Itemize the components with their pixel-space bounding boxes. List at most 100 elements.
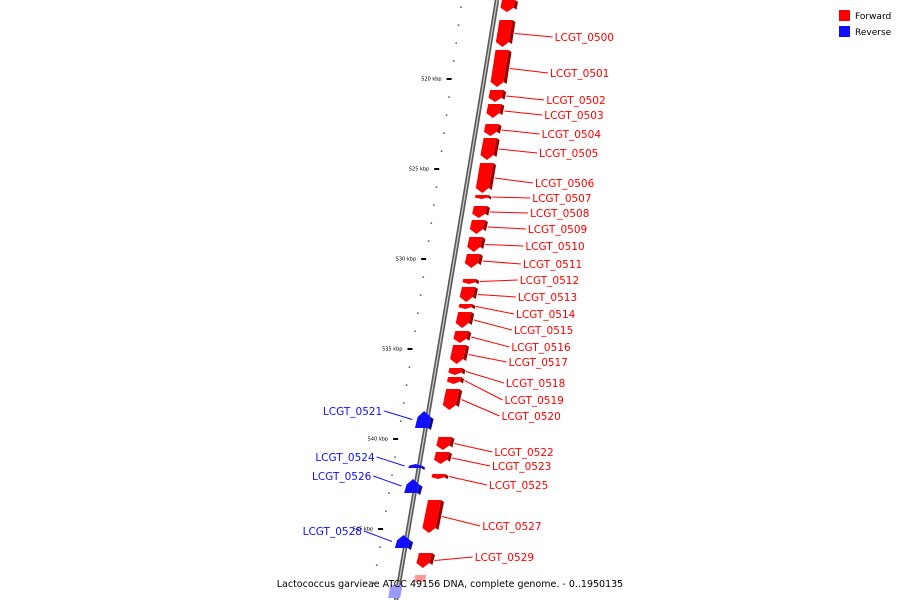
gene-arrow-body bbox=[442, 389, 460, 410]
tick-mark-major bbox=[393, 438, 399, 440]
gene-arrow-partial bbox=[413, 575, 427, 582]
gene-arrow-side bbox=[508, 20, 516, 44]
gene-arrow bbox=[472, 206, 490, 218]
tick-mark-minor bbox=[453, 60, 455, 62]
gene-arrow-body bbox=[458, 304, 473, 309]
gene-arrow-side bbox=[482, 220, 488, 232]
gene-arrow-body bbox=[483, 124, 499, 136]
tick-mark-minor bbox=[460, 6, 462, 8]
gene-arrow bbox=[462, 279, 480, 285]
gene-arrow-body bbox=[436, 437, 452, 450]
gene-label: LCGT_0508 bbox=[530, 208, 589, 220]
gene-arrow bbox=[422, 500, 444, 533]
tick-mark-minor bbox=[402, 402, 405, 404]
gene-arrow bbox=[436, 437, 455, 450]
gene-arrow-side bbox=[472, 287, 478, 299]
gene-arrow-body bbox=[469, 220, 485, 234]
legend-swatch-forward bbox=[839, 10, 850, 21]
tick-mark-major bbox=[378, 528, 384, 530]
gene-label: LCGT_0509 bbox=[528, 224, 587, 236]
gene-label: LCGT_0522 bbox=[494, 447, 553, 459]
tick-label: 520 kbp bbox=[421, 77, 441, 83]
tick-label: 535 kbp bbox=[382, 347, 402, 353]
gene-label-leader bbox=[448, 476, 488, 486]
gene-arrow-side bbox=[446, 452, 452, 462]
tick-mark-minor bbox=[414, 330, 416, 332]
gene-arrow-side bbox=[427, 417, 434, 430]
gene-label-leader bbox=[451, 457, 491, 467]
tick-mark-minor bbox=[394, 456, 396, 458]
tick-mark-major bbox=[434, 168, 440, 170]
gene-label: LCGT_0507 bbox=[532, 193, 591, 205]
gene-label-leader bbox=[494, 177, 534, 184]
gene-arrow-side bbox=[487, 195, 492, 200]
gene-label-leader bbox=[487, 226, 526, 230]
gene-features: LCGT_0500 LCGT_0501 LCGT_0502 LCGT_0503 LCGT… bbox=[303, 0, 614, 598]
gene-label: LCGT_0514 bbox=[516, 309, 576, 321]
gene-label-leader bbox=[492, 196, 531, 199]
tick-label: 540 kbp bbox=[368, 437, 388, 443]
gene-arrow-side bbox=[444, 474, 449, 480]
gene-label-leader bbox=[475, 306, 515, 315]
gene-arrow-side bbox=[475, 279, 480, 285]
tick-mark-minor bbox=[445, 114, 448, 116]
gene-arrow-body bbox=[431, 474, 446, 479]
gene-label: LCGT_0516 bbox=[511, 342, 571, 354]
tick-mark-minor bbox=[430, 222, 433, 224]
gene-arrow-side bbox=[468, 312, 475, 325]
gene-arrow-side bbox=[417, 484, 423, 495]
gene-arrow-side bbox=[407, 540, 414, 550]
gene-label-leader bbox=[490, 211, 529, 214]
gene-label-leader bbox=[479, 279, 518, 282]
gene-label: LCGT_0517 bbox=[509, 357, 568, 369]
gene-arrow-body bbox=[404, 479, 420, 493]
gene-arrow-side bbox=[461, 368, 466, 375]
gene-arrow bbox=[488, 90, 507, 102]
gene-arrow-body bbox=[459, 287, 475, 302]
gene-label-leader bbox=[373, 475, 402, 487]
gene-arrow-body bbox=[475, 163, 494, 193]
gene-label: LCGT_0515 bbox=[514, 325, 573, 337]
gene-arrow-body bbox=[450, 345, 467, 364]
gene-label-leader bbox=[501, 129, 540, 135]
gene-arrow-body bbox=[480, 138, 497, 160]
gene-label-leader bbox=[498, 148, 538, 154]
genome-backbone-highlight bbox=[395, 0, 498, 600]
gene-arrow bbox=[442, 389, 463, 410]
gene-arrow bbox=[414, 411, 434, 430]
gene-arrow bbox=[480, 138, 500, 160]
tick-mark-minor bbox=[440, 150, 443, 152]
gene-arrow-body bbox=[500, 0, 515, 12]
gene-arrow bbox=[458, 304, 476, 310]
gene-label-leader bbox=[477, 294, 516, 298]
tick-label: 525 kbp bbox=[409, 167, 429, 173]
gene-label-leader bbox=[471, 336, 510, 348]
gene-arrow-body bbox=[448, 368, 463, 375]
gene-arrow-body bbox=[464, 254, 480, 268]
gene-arrow bbox=[404, 479, 423, 495]
gene-arrow-side bbox=[480, 237, 486, 249]
gene-arrow bbox=[486, 104, 505, 118]
gene-arrow bbox=[459, 287, 478, 302]
gene-arrow-partial bbox=[388, 585, 403, 598]
gene-arrow bbox=[464, 254, 483, 268]
gene-label: LCGT_0513 bbox=[518, 292, 577, 304]
gene-arrow-side bbox=[435, 500, 444, 530]
gene-arrow bbox=[455, 312, 475, 328]
gene-label-leader bbox=[434, 556, 473, 561]
gene-arrow bbox=[495, 20, 516, 47]
gene-arrow-side bbox=[463, 345, 470, 361]
gene-arrow bbox=[469, 220, 488, 234]
gene-arrow-body bbox=[433, 452, 449, 464]
scale-ticks: 520 kbp 525 kbp 530 kbp 535 kbp 540 kbp 545 k… bbox=[353, 6, 462, 584]
gene-arrow-body bbox=[472, 206, 487, 218]
gene-arrow-body bbox=[446, 377, 462, 384]
gene-label-leader bbox=[461, 399, 500, 417]
gene-label: LCGT_0520 bbox=[501, 411, 560, 423]
tick-mark-minor bbox=[391, 474, 393, 476]
gene-label: LCGT_0521 bbox=[323, 406, 382, 418]
gene-label-leader bbox=[376, 456, 405, 467]
gene-arrow-side bbox=[503, 50, 512, 84]
tick-mark-minor bbox=[419, 294, 422, 296]
